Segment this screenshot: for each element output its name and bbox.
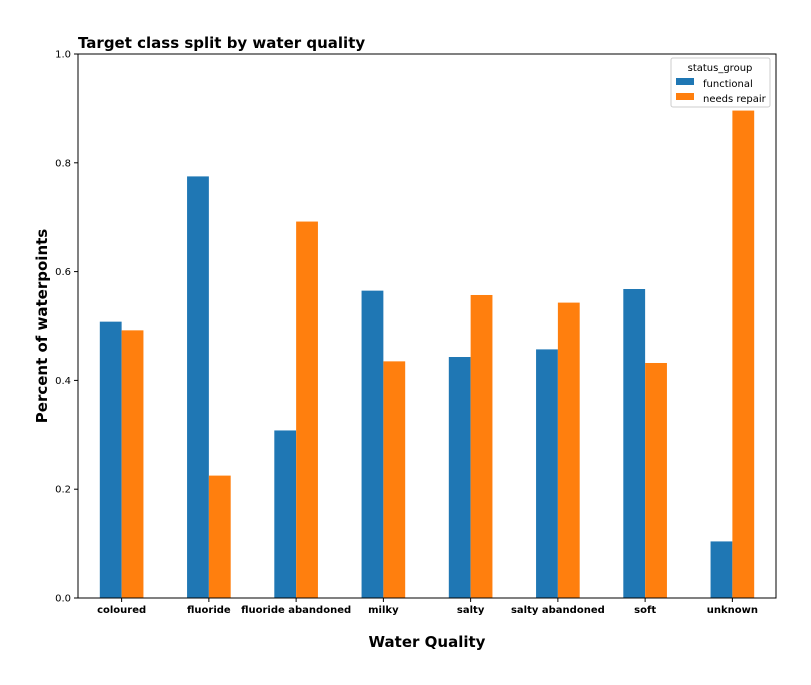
bar-needs-repair-salty — [470, 294, 493, 598]
legend-swatch-functional — [676, 78, 694, 85]
bar-functional-coloured — [99, 321, 122, 598]
y-tick-label: 0.8 — [55, 158, 71, 169]
x-tick-label: salty — [457, 605, 485, 616]
legend-title: status_group — [688, 63, 753, 74]
bar-needs-repair-salty-abandoned — [557, 302, 580, 598]
bar-functional-salty — [448, 357, 471, 598]
bar-functional-salty-abandoned — [536, 349, 558, 598]
y-axis-label: Percent of waterpoints — [33, 229, 51, 424]
bar-functional-unknown — [710, 541, 733, 598]
bars-layer — [99, 110, 755, 599]
y-tick-label: 0.0 — [55, 594, 71, 605]
y-tick-label: 0.2 — [55, 485, 71, 496]
legend-label-functional: functional — [703, 79, 753, 90]
x-tick-label: fluoride abandoned — [241, 605, 351, 616]
bar-needs-repair-coloured — [121, 330, 144, 598]
x-tick-label: coloured — [97, 605, 146, 616]
legend-swatch-needs-repair — [676, 93, 694, 100]
legend-box — [670, 57, 771, 108]
bar-functional-soft — [623, 289, 646, 598]
x-tick-label: milky — [368, 605, 399, 616]
chart-title: Target class split by water quality — [78, 34, 365, 52]
bar-needs-repair-unknown — [732, 110, 755, 598]
x-tick-label: fluoride — [187, 605, 231, 616]
x-tick-label: salty abandoned — [511, 605, 605, 616]
x-tick-label: unknown — [707, 605, 758, 616]
bar-functional-fluoride-abandoned — [274, 430, 297, 598]
x-tick-label: soft — [634, 605, 656, 616]
bar-needs-repair-soft — [645, 362, 667, 598]
bar-functional-fluoride — [187, 176, 209, 598]
bar-needs-repair-milky — [383, 361, 406, 598]
legend: status_group functional needs repair — [670, 57, 771, 108]
bar-needs-repair-fluoride-abandoned — [296, 221, 318, 599]
y-tick-label: 0.6 — [55, 267, 71, 278]
bar-needs-repair-fluoride — [208, 475, 231, 598]
x-axis-label: Water Quality — [369, 633, 486, 651]
plot-frame — [77, 53, 777, 599]
y-tick-label: 1.0 — [55, 50, 71, 61]
bar-functional-milky — [361, 290, 384, 598]
y-axis-ticks: 0.0 0.2 0.4 0.6 0.8 1.0 — [55, 50, 78, 605]
x-axis-ticks: coloured fluoride fluoride abandoned milky s… — [97, 598, 758, 616]
y-tick-label: 0.4 — [55, 376, 71, 387]
legend-label-needs-repair: needs repair — [703, 94, 767, 105]
